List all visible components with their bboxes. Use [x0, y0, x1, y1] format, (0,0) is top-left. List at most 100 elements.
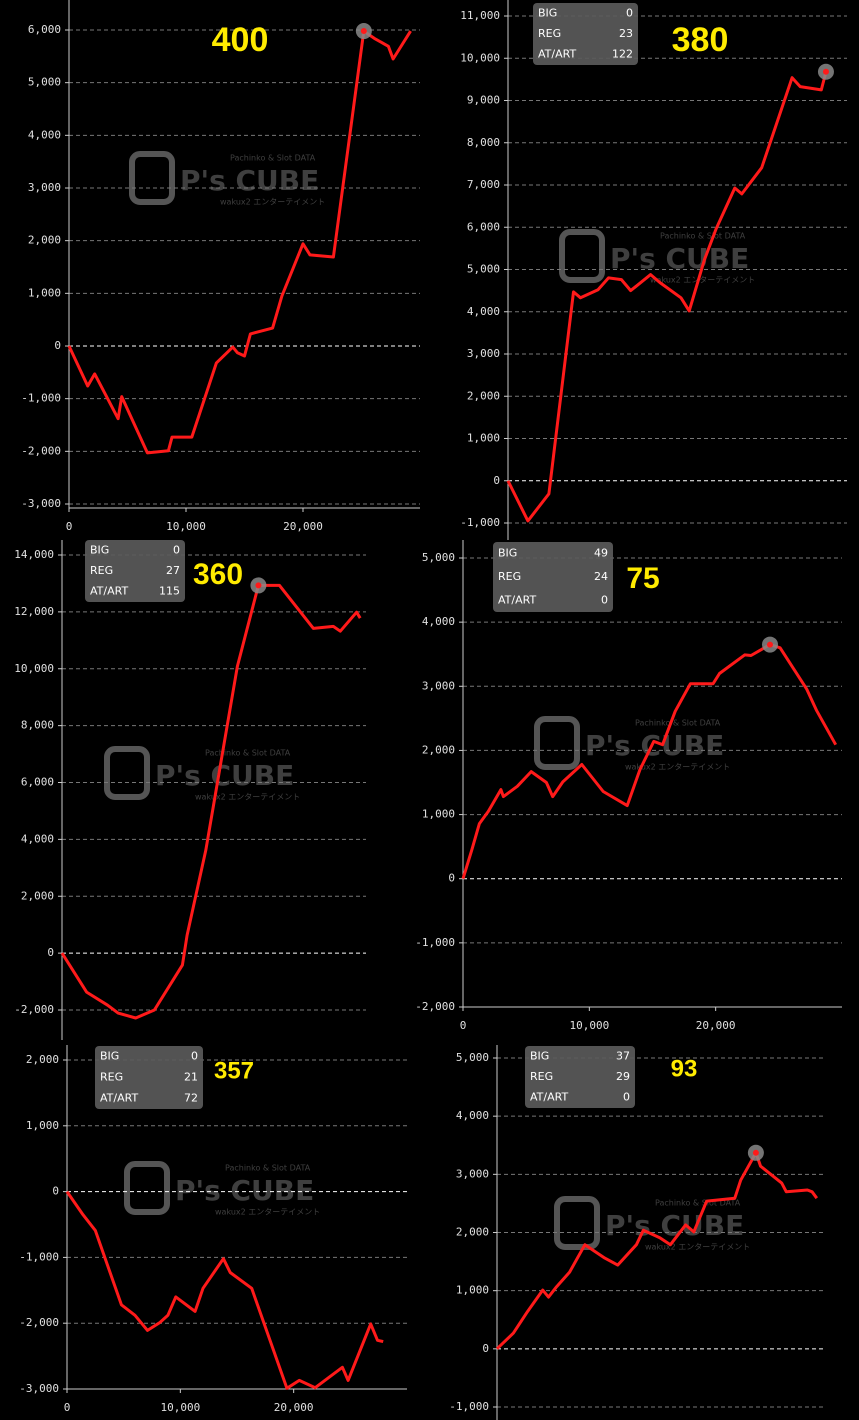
- y-tick-label: 14,000: [14, 548, 54, 561]
- watermark-tagline: wakux2 エンターテイメント: [195, 793, 300, 802]
- info-value: 0: [623, 1091, 630, 1104]
- info-value: 72: [184, 1092, 198, 1105]
- x-tick-label: 10,000: [166, 520, 206, 533]
- annotation: 357: [214, 1057, 254, 1084]
- annotation: 380: [672, 21, 729, 59]
- info-value: 37: [616, 1049, 630, 1062]
- info-value: 0: [626, 6, 633, 19]
- x-tick-label: 20,000: [274, 1401, 314, 1414]
- info-value: 0: [173, 543, 180, 556]
- y-tick-label: -3,000: [21, 497, 61, 510]
- data-line: [506, 71, 828, 523]
- peak-dot: [255, 582, 262, 589]
- info-label: REG: [538, 27, 561, 40]
- watermark-subtitle: Pachinko & Slot DATA: [655, 1199, 741, 1208]
- info-label: AT/ART: [498, 593, 536, 606]
- info-value: 29: [616, 1070, 630, 1083]
- data-line: [495, 1151, 819, 1350]
- annotation: 400: [212, 21, 269, 59]
- annotation: 93: [671, 1055, 698, 1082]
- info-value: 49: [594, 547, 608, 560]
- y-tick-label: 8,000: [467, 136, 500, 149]
- y-tick-label: -1,000: [21, 392, 61, 405]
- watermark-icon: [559, 229, 605, 283]
- info-label: BIG: [90, 543, 109, 556]
- y-tick-label: 11,000: [460, 9, 500, 22]
- y-tick-label: 2,000: [456, 1226, 489, 1239]
- info-label: AT/ART: [538, 48, 576, 61]
- watermark-title: P's CUBE: [585, 729, 724, 762]
- info-value: 0: [601, 593, 608, 606]
- y-tick-label: 4,000: [28, 128, 61, 141]
- info-box: [533, 3, 638, 65]
- info-label: AT/ART: [90, 585, 128, 598]
- data-line: [65, 1190, 384, 1390]
- y-tick-label: 0: [482, 1342, 489, 1355]
- annotation: 75: [626, 562, 659, 595]
- y-tick-label: -1,000: [415, 936, 455, 949]
- info-value: 24: [594, 570, 608, 583]
- y-tick-label: 4,000: [456, 1109, 489, 1122]
- watermark-tagline: wakux2 エンターテイメント: [625, 763, 730, 772]
- y-tick-label: 3,000: [456, 1167, 489, 1180]
- y-tick-label: 6,000: [21, 776, 54, 789]
- y-tick-label: 0: [52, 1185, 59, 1198]
- y-tick-label: 1,000: [467, 432, 500, 445]
- watermark-title: P's CUBE: [175, 1174, 314, 1207]
- y-tick-label: 1,000: [456, 1284, 489, 1297]
- y-tick-label: -1,000: [460, 516, 500, 529]
- watermark-title: P's CUBE: [610, 242, 749, 275]
- info-value: 0: [191, 1050, 198, 1063]
- y-tick-label: 6,000: [28, 23, 61, 36]
- y-tick-label: -1,000: [449, 1400, 489, 1413]
- annotation: 360: [193, 558, 243, 591]
- y-tick-label: 0: [448, 872, 455, 885]
- y-tick-label: 10,000: [460, 51, 500, 64]
- info-label: REG: [100, 1071, 123, 1084]
- watermark-icon: [554, 1196, 600, 1250]
- y-tick-label: -2,000: [21, 444, 61, 457]
- watermark-title: P's CUBE: [180, 164, 319, 197]
- y-tick-label: 4,000: [21, 832, 54, 845]
- y-tick-label: 2,000: [422, 743, 455, 756]
- x-tick-label: 10,000: [160, 1401, 200, 1414]
- data-line: [67, 29, 412, 455]
- watermark-title: P's CUBE: [155, 759, 294, 792]
- info-value: 27: [166, 564, 180, 577]
- y-tick-label: -2,000: [415, 1000, 455, 1013]
- y-tick-label: 10,000: [14, 662, 54, 675]
- info-box: [85, 540, 185, 602]
- watermark-subtitle: Pachinko & Slot DATA: [225, 1164, 311, 1173]
- info-value: 23: [619, 27, 633, 40]
- watermark-subtitle: Pachinko & Slot DATA: [660, 232, 746, 241]
- watermark-tagline: wakux2 エンターテイメント: [645, 1243, 750, 1252]
- info-box: [493, 542, 613, 612]
- y-tick-label: 1,000: [28, 286, 61, 299]
- info-value: 21: [184, 1071, 198, 1084]
- x-tick-label: 0: [66, 520, 73, 533]
- y-tick-label: 2,000: [26, 1053, 59, 1066]
- watermark-icon: [124, 1161, 170, 1215]
- info-label: BIG: [100, 1050, 119, 1063]
- x-tick-label: 20,000: [283, 520, 323, 533]
- y-tick-label: -2,000: [19, 1316, 59, 1329]
- x-tick-label: 0: [460, 1019, 467, 1032]
- y-tick-label: 2,000: [467, 389, 500, 402]
- info-label: AT/ART: [100, 1092, 138, 1105]
- y-tick-label: 5,000: [422, 551, 455, 564]
- info-label: BIG: [498, 547, 517, 560]
- y-tick-label: 5,000: [456, 1051, 489, 1064]
- y-tick-label: 12,000: [14, 605, 54, 618]
- y-tick-label: 3,000: [467, 347, 500, 360]
- y-tick-label: 4,000: [422, 615, 455, 628]
- y-tick-label: 5,000: [28, 76, 61, 89]
- y-tick-label: 6,000: [467, 220, 500, 233]
- watermark-subtitle: Pachinko & Slot DATA: [230, 154, 316, 163]
- y-tick-label: -2,000: [14, 1003, 54, 1016]
